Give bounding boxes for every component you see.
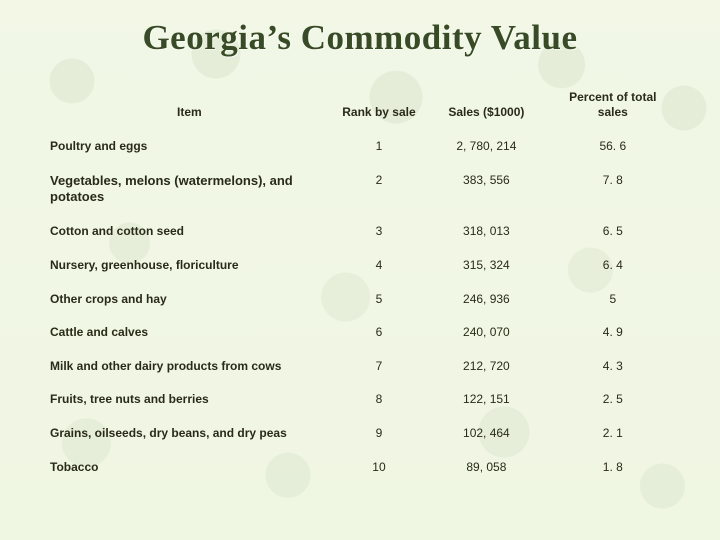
table-body: Poultry and eggs 1 2, 780, 214 56. 6 Veg… bbox=[44, 130, 676, 484]
cell-sales: 315, 324 bbox=[423, 249, 549, 283]
cell-sales: 102, 464 bbox=[423, 417, 549, 451]
cell-item: Tobacco bbox=[44, 451, 335, 485]
cell-rank: 9 bbox=[335, 417, 423, 451]
cell-rank: 6 bbox=[335, 316, 423, 350]
col-header-rank: Rank by sale bbox=[335, 86, 423, 130]
table-row: Poultry and eggs 1 2, 780, 214 56. 6 bbox=[44, 130, 676, 164]
commodity-table: Item Rank by sale Sales ($1000) Percent … bbox=[44, 86, 676, 484]
cell-pct: 5 bbox=[550, 283, 676, 317]
cell-pct: 6. 4 bbox=[550, 249, 676, 283]
cell-item: Milk and other dairy products from cows bbox=[44, 350, 335, 384]
cell-pct: 1. 8 bbox=[550, 451, 676, 485]
table-row: Milk and other dairy products from cows … bbox=[44, 350, 676, 384]
col-header-item: Item bbox=[44, 86, 335, 130]
table-row: Grains, oilseeds, dry beans, and dry pea… bbox=[44, 417, 676, 451]
table-row: Other crops and hay 5 246, 936 5 bbox=[44, 283, 676, 317]
cell-rank: 1 bbox=[335, 130, 423, 164]
cell-sales: 383, 556 bbox=[423, 164, 549, 216]
cell-pct: 6. 5 bbox=[550, 215, 676, 249]
cell-item: Nursery, greenhouse, floriculture bbox=[44, 249, 335, 283]
cell-sales: 89, 058 bbox=[423, 451, 549, 485]
cell-item: Cotton and cotton seed bbox=[44, 215, 335, 249]
col-header-sales: Sales ($1000) bbox=[423, 86, 549, 130]
cell-rank: 8 bbox=[335, 383, 423, 417]
cell-sales: 212, 720 bbox=[423, 350, 549, 384]
table-row: Cotton and cotton seed 3 318, 013 6. 5 bbox=[44, 215, 676, 249]
cell-pct: 2. 5 bbox=[550, 383, 676, 417]
slide-title: Georgia’s Commodity Value bbox=[44, 18, 676, 58]
cell-pct: 4. 9 bbox=[550, 316, 676, 350]
cell-pct: 2. 1 bbox=[550, 417, 676, 451]
cell-rank: 10 bbox=[335, 451, 423, 485]
col-header-pct: Percent of total sales bbox=[550, 86, 676, 130]
table-row: Cattle and calves 6 240, 070 4. 9 bbox=[44, 316, 676, 350]
cell-rank: 3 bbox=[335, 215, 423, 249]
cell-item: Grains, oilseeds, dry beans, and dry pea… bbox=[44, 417, 335, 451]
cell-rank: 5 bbox=[335, 283, 423, 317]
cell-sales: 122, 151 bbox=[423, 383, 549, 417]
table-header-row: Item Rank by sale Sales ($1000) Percent … bbox=[44, 86, 676, 130]
table-row: Tobacco 10 89, 058 1. 8 bbox=[44, 451, 676, 485]
table-row: Vegetables, melons (watermelons), and po… bbox=[44, 164, 676, 216]
cell-sales: 246, 936 bbox=[423, 283, 549, 317]
cell-rank: 4 bbox=[335, 249, 423, 283]
slide: Georgia’s Commodity Value Item Rank by s… bbox=[0, 0, 720, 540]
cell-item: Other crops and hay bbox=[44, 283, 335, 317]
cell-item: Fruits, tree nuts and berries bbox=[44, 383, 335, 417]
cell-pct: 4. 3 bbox=[550, 350, 676, 384]
cell-sales: 2, 780, 214 bbox=[423, 130, 549, 164]
table-row: Fruits, tree nuts and berries 8 122, 151… bbox=[44, 383, 676, 417]
cell-item: Poultry and eggs bbox=[44, 130, 335, 164]
table-row: Nursery, greenhouse, floriculture 4 315,… bbox=[44, 249, 676, 283]
cell-item: Cattle and calves bbox=[44, 316, 335, 350]
cell-pct: 56. 6 bbox=[550, 130, 676, 164]
cell-rank: 2 bbox=[335, 164, 423, 216]
cell-sales: 240, 070 bbox=[423, 316, 549, 350]
cell-sales: 318, 013 bbox=[423, 215, 549, 249]
cell-item: Vegetables, melons (watermelons), and po… bbox=[44, 164, 335, 216]
cell-pct: 7. 8 bbox=[550, 164, 676, 216]
cell-rank: 7 bbox=[335, 350, 423, 384]
